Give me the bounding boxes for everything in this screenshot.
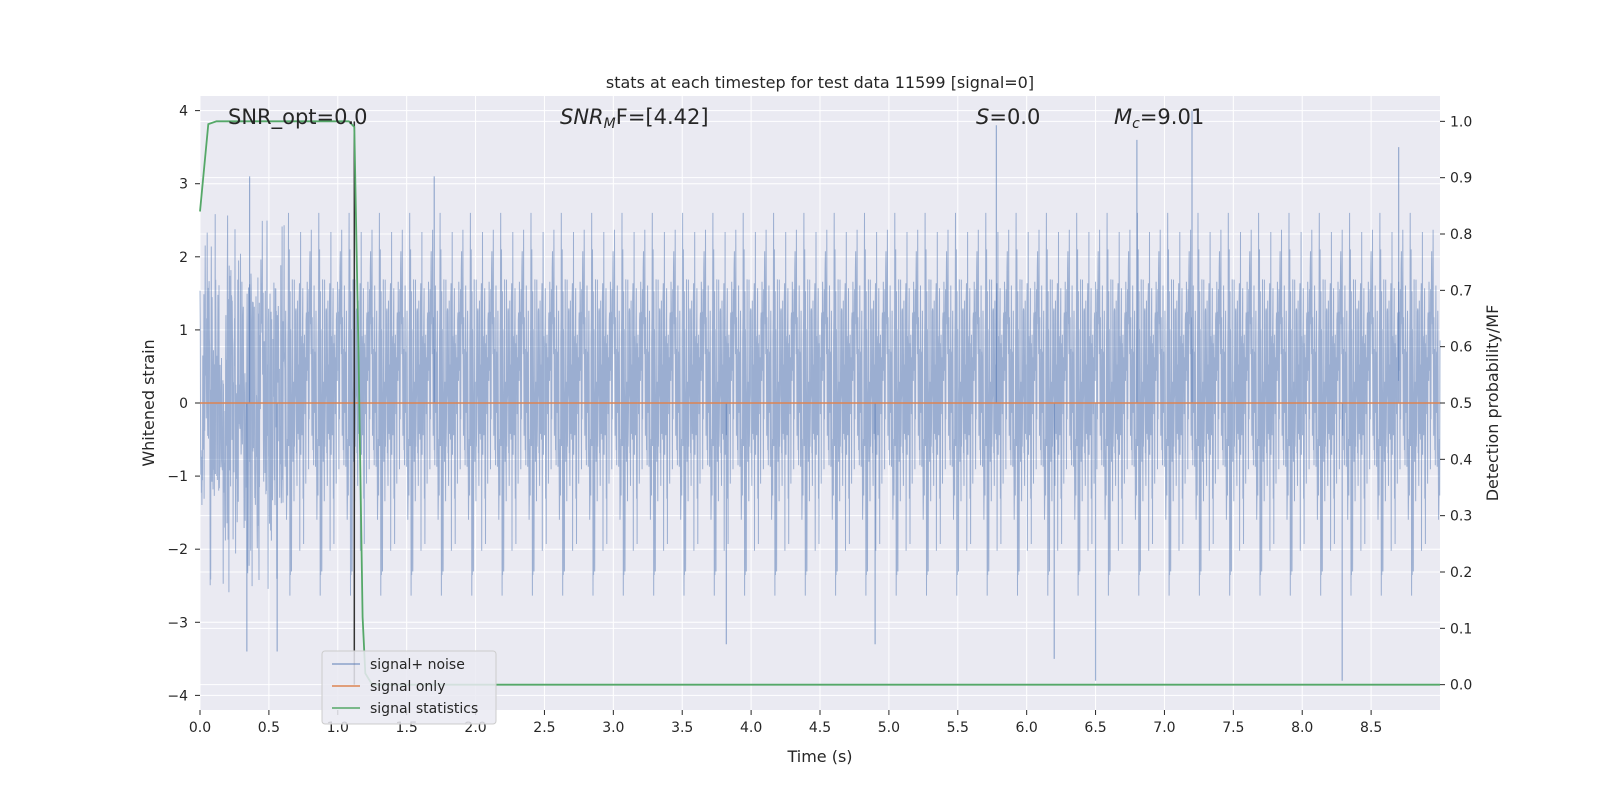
x-tick-label: 5.0 (878, 720, 900, 736)
y-axis-ticks: 4 3 2 1 0 −1 −2 −3 −4 (167, 104, 200, 704)
x-axis-ticks: 0.0 0.5 1.0 1.5 2.0 2.5 3.0 3.5 4.0 4.5 5.0 5.5 6.0 6… (189, 710, 1382, 736)
x-axis-label: Time (s) (786, 747, 852, 766)
x-tick-label: 3.0 (602, 720, 624, 736)
y2-tick-label: 1.0 (1450, 114, 1472, 130)
y-tick-label: 2 (179, 250, 188, 266)
y-tick-label: 4 (179, 104, 188, 120)
y2-axis-label: Detection probability/MF (1483, 305, 1502, 502)
x-tick-label: 5.5 (947, 720, 969, 736)
legend: signal+ noise signal only signal statist… (321, 650, 497, 725)
legend-label-noise: signal+ noise (370, 657, 465, 673)
y2-tick-label: 0.1 (1450, 621, 1472, 637)
x-tick-label: 6.5 (1084, 720, 1106, 736)
y2-tick-label: 0.2 (1450, 565, 1472, 581)
x-tick-label: 2.5 (533, 720, 555, 736)
y-tick-label: −3 (167, 615, 188, 631)
x-tick-label: 6.0 (1016, 720, 1038, 736)
annotation-mc-rest: =9.01 (1140, 105, 1204, 129)
legend-box (321, 650, 497, 725)
x-tick-label: 0.0 (189, 720, 211, 736)
annotation-snr-opt: SNR_opt=0.0 (228, 105, 368, 130)
annotation-s: S=0.0 (976, 105, 1040, 129)
legend-label-signal: signal only (370, 679, 445, 695)
annotation-s-rest: =0.0 (989, 105, 1040, 129)
chart-title: stats at each timestep for test data 115… (606, 73, 1034, 92)
y2-tick-label: 0.0 (1450, 678, 1472, 694)
y-tick-label: −4 (167, 688, 188, 704)
y-tick-label: 1 (179, 323, 188, 339)
x-tick-label: 8.5 (1360, 720, 1382, 736)
y2-tick-label: 0.6 (1450, 340, 1472, 356)
annotation-s-var: S (976, 105, 989, 129)
x-tick-label: 0.5 (258, 720, 280, 736)
y-tick-label: −1 (167, 469, 188, 485)
x-tick-label: 8.0 (1291, 720, 1313, 736)
y2-axis-ticks: 1.0 0.9 0.8 0.7 0.6 0.5 0.4 0.3 0.2 0.1 0.0 (1440, 114, 1472, 694)
y-tick-label: −2 (167, 542, 188, 558)
x-tick-label: 7.5 (1222, 720, 1244, 736)
x-tick-label: 7.0 (1153, 720, 1175, 736)
y2-tick-label: 0.9 (1450, 171, 1472, 187)
annotation-snr-mf: SNRMF=[4.42] (560, 105, 709, 132)
x-tick-label: 4.0 (740, 720, 762, 736)
x-tick-label: 3.5 (671, 720, 693, 736)
annotation-snr-mf-rest: F=[4.42] (616, 105, 709, 129)
annotation-snr-mf-base: SNR (560, 105, 604, 129)
y-axis-label: Whitened strain (139, 339, 158, 466)
signal-noise-series (199, 110, 1441, 681)
annotation-mc-sub: c (1132, 116, 1140, 132)
noise-trace (199, 212, 1441, 596)
y2-tick-label: 0.8 (1450, 227, 1472, 243)
y2-tick-label: 0.7 (1450, 283, 1472, 299)
y-tick-label: 0 (179, 396, 188, 412)
annotation-mc: Mc=9.01 (1114, 105, 1204, 132)
y2-tick-label: 0.5 (1450, 396, 1472, 412)
y2-tick-label: 0.4 (1450, 452, 1472, 468)
annotation-snr-mf-sub: M (604, 116, 616, 132)
legend-label-stats: signal statistics (370, 701, 478, 717)
y-tick-label: 3 (179, 177, 188, 193)
x-tick-label: 4.5 (809, 720, 831, 736)
annotation-mc-base: M (1114, 105, 1132, 129)
y2-tick-label: 0.3 (1450, 509, 1472, 525)
